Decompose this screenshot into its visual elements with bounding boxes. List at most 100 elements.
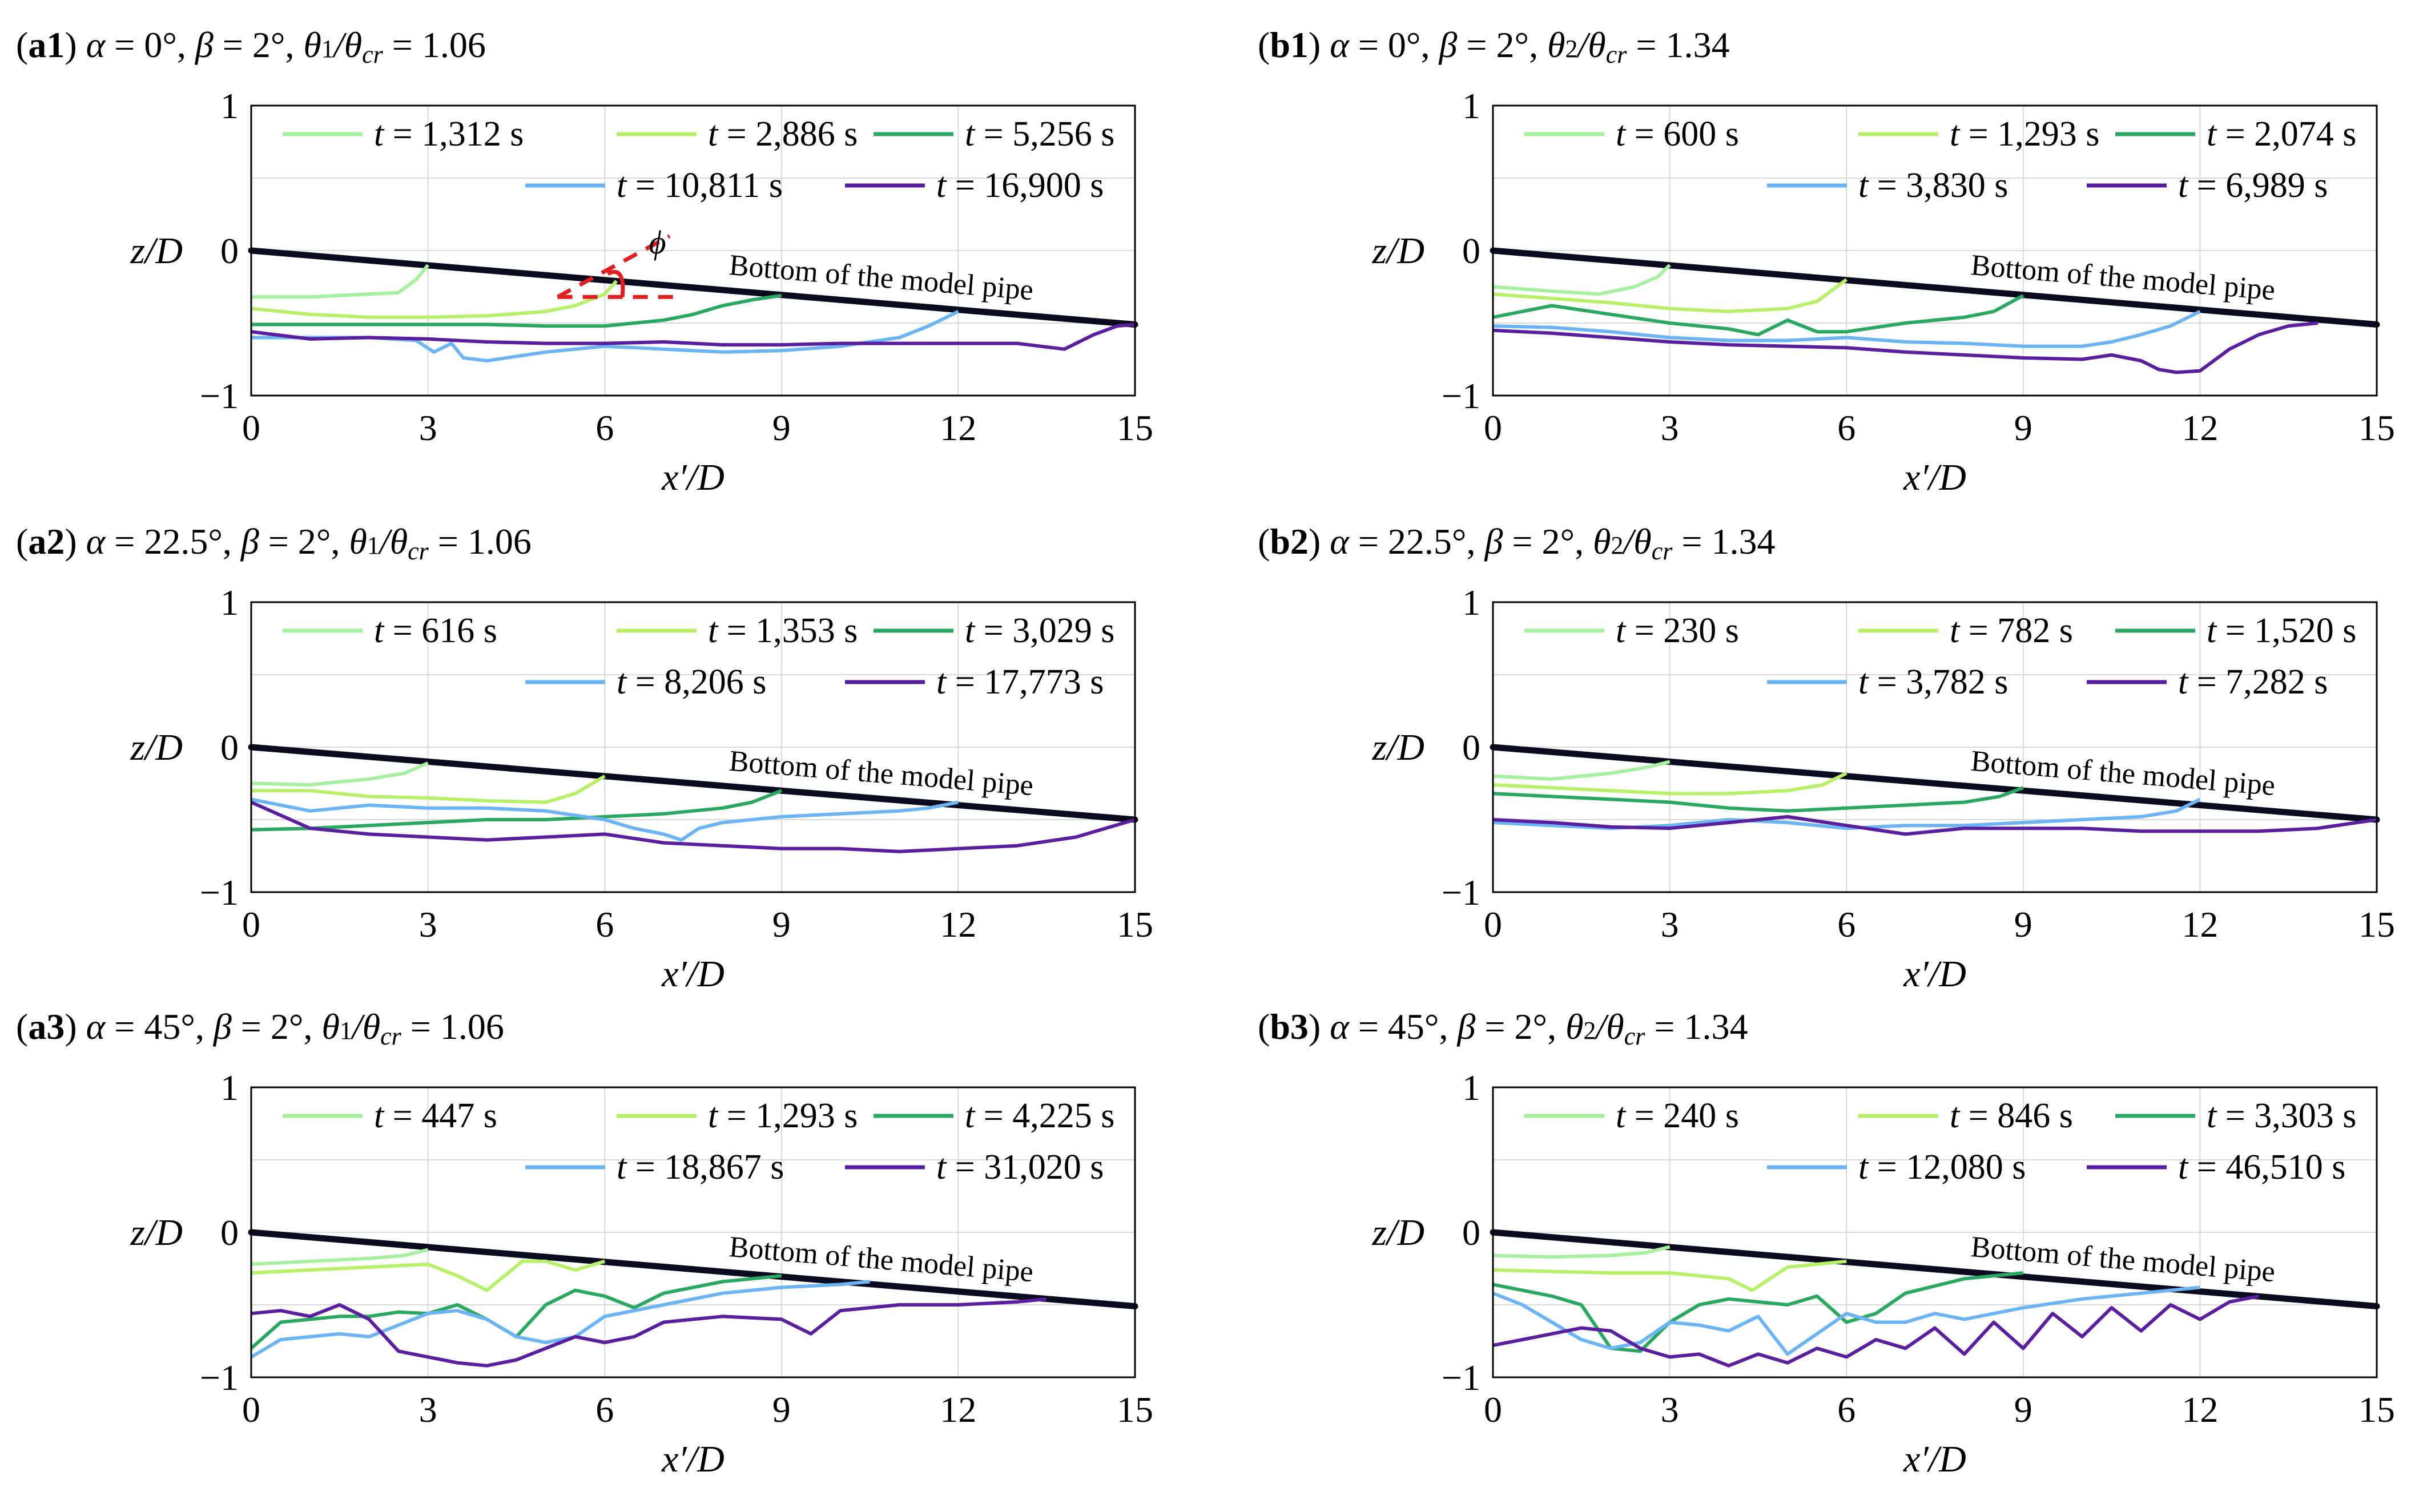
series-line (251, 293, 782, 328)
legend-label: t = 2,886 s (708, 115, 858, 154)
x-tick-label: 15 (2358, 904, 2395, 945)
legend-label: t = 846 s (1950, 1096, 2073, 1135)
y-axis-label: z/D (1371, 727, 1424, 768)
x-tick-label: 6 (1837, 1389, 1856, 1430)
pipe-bottom-line (248, 247, 1138, 328)
panel-title: (b3) α = 45°, β = 2°, θ2/θcr = 1.34 (1258, 1006, 1748, 1050)
x-tick-label: 0 (242, 904, 260, 945)
pipe-bottom-line (248, 744, 1138, 823)
legend-label: t = 18,867 s (617, 1148, 784, 1187)
x-tick-label: 6 (595, 904, 614, 945)
legend-label: t = 5,256 s (965, 115, 1114, 154)
plot-frame (1492, 601, 2378, 893)
series-line (251, 264, 429, 299)
x-tick-label: 0 (1484, 408, 1502, 448)
plot-frame (250, 1086, 1136, 1378)
panel-b2: (b2) α = 22.5°, β = 2°, θ2/θcr = 1.34Bot… (1258, 521, 2395, 995)
y-tick-label: −1 (1442, 872, 1480, 913)
x-axis-label: x′/D (1903, 1438, 1966, 1480)
y-tick-label: 0 (1462, 727, 1480, 768)
x-tick-label: 12 (2181, 1389, 2218, 1430)
x-tick-label: 15 (1117, 904, 1153, 945)
y-tick-label: 1 (220, 1067, 239, 1108)
y-axis-label: z/D (130, 727, 183, 768)
legend-label: t = 782 s (1950, 611, 2073, 650)
pipe-bottom-line (1490, 744, 2380, 823)
x-tick-label: 6 (595, 408, 614, 448)
x-tick-label: 0 (242, 1389, 260, 1430)
legend-label: t = 3,029 s (965, 611, 1114, 650)
panel-a1: (a1) α = 0°, β = 2°, θ1/θcr = 1.06Bottom… (16, 25, 1153, 498)
legend-label: t = 600 s (1616, 115, 1739, 154)
legend-label: t = 31,020 s (936, 1148, 1104, 1187)
x-tick-label: 3 (419, 904, 437, 945)
series-line (1492, 294, 2024, 337)
legend-label: t = 1,353 s (708, 611, 858, 650)
series-line (251, 797, 959, 842)
x-tick-label: 3 (1661, 408, 1679, 448)
series-line (251, 1259, 606, 1292)
y-tick-label: 0 (220, 1212, 239, 1253)
x-tick-label: 0 (1484, 1389, 1502, 1430)
legend-label: t = 230 s (1616, 611, 1739, 650)
panel-title: (b1) α = 0°, β = 2°, θ2/θcr = 1.34 (1258, 25, 1729, 68)
x-tick-label: 12 (940, 408, 976, 448)
legend-label: t = 3,830 s (1858, 166, 2008, 205)
legend-label: t = 46,510 s (2178, 1148, 2345, 1187)
panel-title: (a3) α = 45°, β = 2°, θ1/θcr = 1.06 (16, 1006, 504, 1050)
series-line (251, 322, 1136, 351)
plot-frame (250, 104, 1136, 397)
legend-label: t = 1,312 s (374, 115, 524, 154)
y-tick-label: 1 (220, 582, 239, 623)
legend-label: t = 3,303 s (2207, 1096, 2356, 1135)
series-line (1492, 1294, 2260, 1368)
x-tick-label: 6 (1837, 904, 1856, 945)
series-line (1492, 1259, 1847, 1292)
panel-b1: (b1) α = 0°, β = 2°, θ2/θcr = 1.34Bottom… (1258, 25, 2395, 498)
x-tick-label: 3 (419, 408, 437, 448)
x-tick-label: 9 (772, 408, 791, 448)
y-tick-label: 1 (1462, 86, 1480, 126)
series-line (250, 1280, 870, 1358)
x-tick-label: 3 (1661, 1389, 1679, 1430)
series-line (1492, 786, 2024, 813)
x-tick-label: 6 (1837, 408, 1856, 448)
series-line (251, 1248, 429, 1266)
y-tick-label: 0 (1462, 231, 1480, 271)
x-tick-label: 15 (2358, 408, 2395, 448)
pipe-bottom-line (1490, 247, 2380, 328)
plot-frame (250, 601, 1136, 893)
y-tick-label: 1 (1462, 1067, 1480, 1108)
panel-title: (a2) α = 22.5°, β = 2°, θ1/θcr = 1.06 (16, 521, 532, 565)
legend-label: t = 7,282 s (2178, 663, 2328, 701)
series-line (1492, 1245, 1671, 1259)
x-tick-label: 9 (772, 904, 791, 945)
legend-label: t = 16,900 s (936, 166, 1104, 205)
plot-frame (1492, 1086, 2378, 1378)
legend-label: t = 8,206 s (617, 663, 766, 701)
series-line (251, 789, 782, 832)
legend-label: t = 1,520 s (2207, 611, 2356, 650)
panel-title: (b2) α = 22.5°, β = 2°, θ2/θcr = 1.34 (1258, 521, 1775, 565)
series-line (1492, 1285, 2200, 1356)
x-tick-label: 15 (1117, 1389, 1153, 1430)
legend-label: t = 2,074 s (2207, 115, 2356, 154)
panel-b3: (b3) α = 45°, β = 2°, θ2/θcr = 1.34Botto… (1258, 1006, 2395, 1480)
y-tick-label: −1 (200, 1357, 239, 1398)
series-line (1492, 264, 1671, 296)
y-axis-label: z/D (130, 230, 183, 272)
y-axis-label: z/D (130, 1212, 183, 1253)
series-line (251, 1297, 1047, 1368)
angle-arc (606, 269, 625, 297)
series-line (1492, 815, 2377, 836)
series-line (251, 775, 606, 804)
legend-label: t = 3,782 s (1858, 663, 2008, 701)
x-tick-label: 0 (1484, 904, 1502, 945)
x-tick-label: 9 (2014, 408, 2032, 448)
series-line (251, 761, 429, 787)
legend-label: t = 447 s (374, 1096, 497, 1135)
x-tick-label: 15 (1117, 408, 1153, 448)
legend-label: t = 1,293 s (1950, 115, 2099, 154)
y-tick-label: 1 (220, 86, 239, 126)
